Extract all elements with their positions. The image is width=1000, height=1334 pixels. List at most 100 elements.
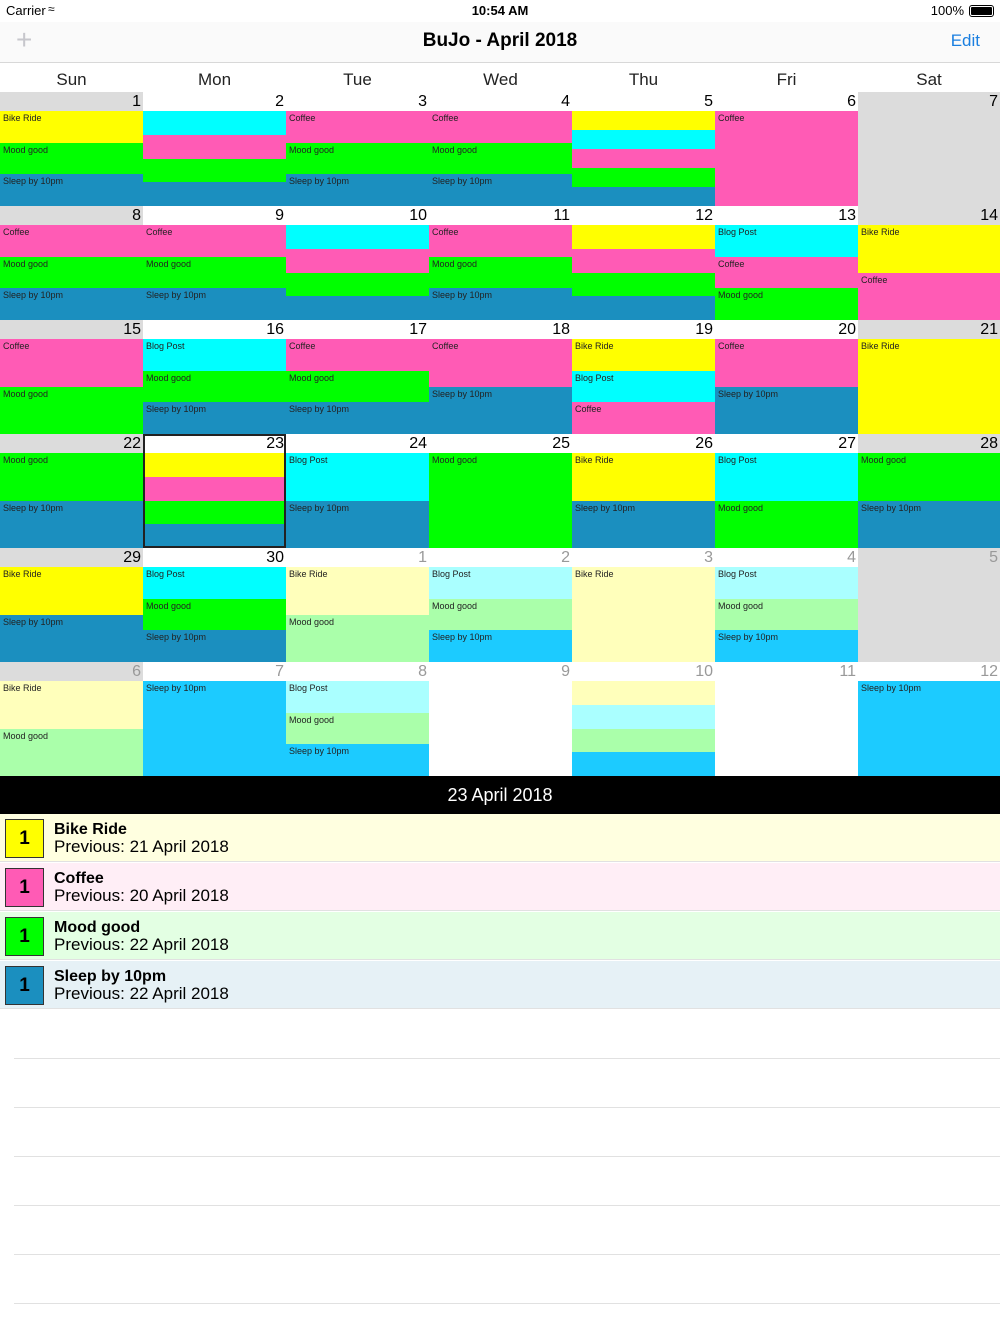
calendar-day[interactable]: 11 Coffee Mood good Sleep by 10pm <box>429 206 572 320</box>
calendar-day[interactable]: 11 <box>715 662 858 776</box>
habit-count-badge[interactable]: 1 <box>5 819 44 858</box>
habit-count-badge[interactable]: 1 <box>5 966 44 1005</box>
weekday-tue: Tue <box>343 70 372 89</box>
day-number: 9 <box>561 663 570 680</box>
calendar-day[interactable]: 8 Blog Post Mood good Sleep by 10pm <box>286 662 429 776</box>
habit-segment: Coffee <box>572 402 715 434</box>
habit-segment: Sleep by 10pm <box>715 630 858 662</box>
habit-segment-label: Coffee <box>3 341 30 351</box>
habit-segment: Mood good <box>715 598 858 631</box>
calendar-day[interactable]: 26 Bike Ride Sleep by 10pm <box>572 434 715 548</box>
habit-segment-label: Sleep by 10pm <box>432 632 493 643</box>
habit-segment <box>286 296 429 320</box>
calendar-day[interactable]: 27 Blog Post Mood good <box>715 434 858 548</box>
habit-segment: Mood good <box>429 256 572 289</box>
calendar-day[interactable]: 13 Blog Post Coffee Mood good <box>715 206 858 320</box>
calendar-day[interactable]: 8 Coffee Mood good Sleep by 10pm <box>0 206 143 320</box>
calendar-day[interactable]: 19 Bike Ride Blog Post Coffee <box>572 320 715 434</box>
calendar-day[interactable]: 20 Coffee Sleep by 10pm <box>715 320 858 434</box>
calendar-day[interactable]: 2 <box>143 92 286 206</box>
habit-segment <box>572 728 715 753</box>
habit-segment: Bike Ride <box>286 567 429 615</box>
calendar-day[interactable]: 28 Mood good Sleep by 10pm <box>858 434 1000 548</box>
calendar-day[interactable]: 6 Coffee <box>715 92 858 206</box>
habit-row[interactable]: 1 Bike Ride Previous: 21 April 2018 <box>0 814 1000 862</box>
day-number: 15 <box>123 321 141 338</box>
calendar-day[interactable]: 24 Blog Post Sleep by 10pm <box>286 434 429 548</box>
habit-segment: Mood good <box>286 142 429 175</box>
habit-segment-label: Bike Ride <box>575 455 614 465</box>
habit-row[interactable]: 1 Mood good Previous: 22 April 2018 <box>0 912 1000 960</box>
calendar-day[interactable]: 25 Mood good <box>429 434 572 548</box>
calendar-day[interactable]: 12 <box>572 206 715 320</box>
habit-segment-label: Bike Ride <box>3 113 42 123</box>
habit-row[interactable]: 1 Sleep by 10pm Previous: 22 April 2018 <box>0 961 1000 1009</box>
habit-row[interactable]: 1 Coffee Previous: 20 April 2018 <box>0 863 1000 911</box>
habit-segment-label: Mood good <box>289 144 335 155</box>
calendar-day[interactable]: 29 Bike Ride Sleep by 10pm <box>0 548 143 662</box>
calendar-day[interactable]: 1 Bike Ride Mood good Sleep by 10pm <box>0 92 143 206</box>
calendar-day[interactable]: 9 Coffee Mood good Sleep by 10pm <box>143 206 286 320</box>
habit-segment-label: Blog Post <box>432 569 471 579</box>
weekday-sun: Sun <box>56 70 87 89</box>
day-number: 16 <box>266 321 284 338</box>
habit-segment-label: Blog Post <box>146 569 185 579</box>
day-number: 14 <box>980 207 998 224</box>
day-header <box>858 548 1000 567</box>
day-number: 2 <box>275 93 284 110</box>
habit-segment-label: Mood good <box>718 600 764 611</box>
calendar-day[interactable]: 10 <box>286 206 429 320</box>
empty-row-separator <box>14 1058 1000 1059</box>
calendar-day[interactable]: 9 <box>429 662 572 776</box>
habit-segment <box>572 168 715 188</box>
habit-segment-label: Mood good <box>289 714 335 725</box>
day-number: 4 <box>561 93 570 110</box>
calendar-day[interactable]: 5 <box>572 92 715 206</box>
habit-segment-label: Bike Ride <box>3 569 42 579</box>
calendar-day[interactable]: 10 <box>572 662 715 776</box>
calendar-day[interactable]: 7 Sleep by 10pm <box>143 662 286 776</box>
habit-segment-label: Coffee <box>861 274 888 285</box>
habit-count-badge[interactable]: 1 <box>5 868 44 907</box>
calendar-day[interactable]: 3 Bike Ride <box>572 548 715 662</box>
habit-segment-label: Blog Post <box>575 372 614 383</box>
edit-button[interactable]: Edit <box>950 31 980 50</box>
habit-count-badge[interactable]: 1 <box>5 917 44 956</box>
habit-segment-label: Mood good <box>861 455 907 465</box>
calendar-day[interactable]: 18 Coffee Sleep by 10pm <box>429 320 572 434</box>
calendar-day[interactable]: 4 Coffee Mood good Sleep by 10pm <box>429 92 572 206</box>
habit-segment <box>143 134 286 159</box>
habit-segment <box>572 225 715 250</box>
calendar-day[interactable]: 21 Bike Ride <box>858 320 1000 434</box>
habit-segment-label: Bike Ride <box>575 569 614 579</box>
weekday-wed: Wed <box>483 70 518 89</box>
habit-segment-label: Sleep by 10pm <box>289 404 350 415</box>
calendar-day[interactable]: 16 Blog Post Mood good Sleep by 10pm <box>143 320 286 434</box>
calendar-day[interactable]: 2 Blog Post Mood good Sleep by 10pm <box>429 548 572 662</box>
calendar-day[interactable]: 4 Blog Post Mood good Sleep by 10pm <box>715 548 858 662</box>
habit-segment: Sleep by 10pm <box>143 288 286 320</box>
calendar-day[interactable]: 22 Mood good Sleep by 10pm <box>0 434 143 548</box>
habit-segment-label: Sleep by 10pm <box>432 176 493 187</box>
add-button[interactable]: + <box>16 24 33 55</box>
calendar-day[interactable]: 12 Sleep by 10pm <box>858 662 1000 776</box>
calendar-day[interactable]: 6 Bike Ride Mood good <box>0 662 143 776</box>
calendar-day[interactable]: 15 Coffee Mood good <box>0 320 143 434</box>
calendar-day[interactable]: 3 Coffee Mood good Sleep by 10pm <box>286 92 429 206</box>
weekday-fri: Fri <box>776 70 797 89</box>
calendar-day[interactable]: 5 <box>858 548 1000 662</box>
habit-segment-label: Mood good <box>432 455 478 465</box>
habit-segment <box>143 182 286 206</box>
calendar-day[interactable]: 30 Blog Post Mood good Sleep by 10pm <box>143 548 286 662</box>
calendar-day[interactable]: 7 <box>858 92 1000 206</box>
calendar-day[interactable]: 23 <box>143 434 286 548</box>
calendar-day[interactable]: 14 Bike Ride Coffee <box>858 206 1000 320</box>
day-header <box>572 662 715 681</box>
habit-segment <box>286 248 429 273</box>
calendar-day[interactable]: 17 Coffee Mood good Sleep by 10pm <box>286 320 429 434</box>
day-number: 26 <box>695 435 713 452</box>
day-number: 10 <box>695 663 713 680</box>
calendar-day[interactable]: 1 Bike Ride Mood good <box>286 548 429 662</box>
habit-segment-label: Coffee <box>718 258 745 269</box>
habit-name: Coffee <box>54 870 104 887</box>
